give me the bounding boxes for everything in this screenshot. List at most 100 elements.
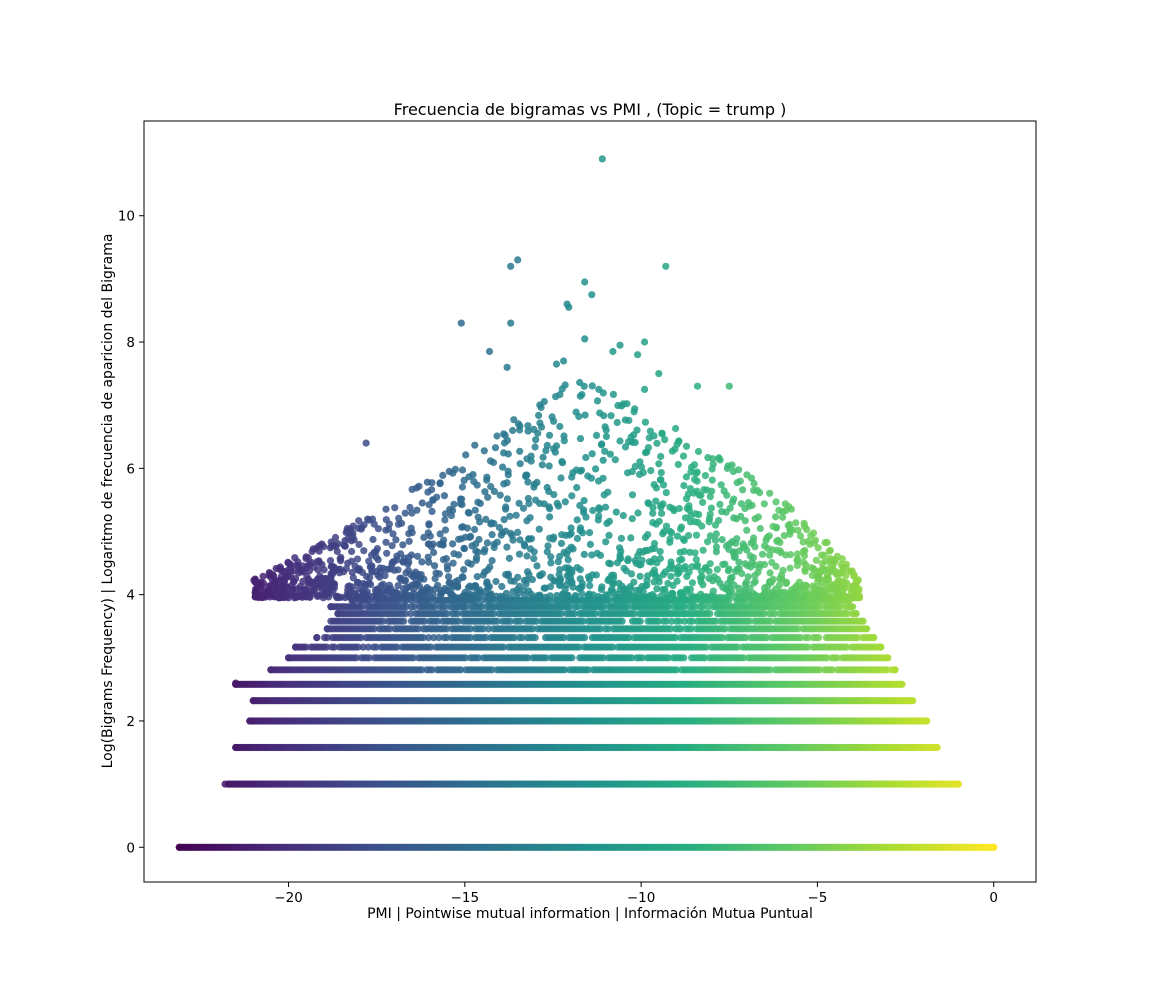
data-point bbox=[546, 583, 555, 591]
data-point bbox=[712, 530, 720, 538]
data-point bbox=[609, 643, 617, 651]
data-point bbox=[491, 444, 500, 452]
data-point bbox=[933, 743, 941, 752]
data-point bbox=[545, 462, 553, 470]
data-point bbox=[581, 634, 589, 642]
data-point bbox=[327, 603, 335, 611]
data-point bbox=[493, 432, 501, 440]
data-point bbox=[364, 643, 372, 651]
data-point bbox=[692, 531, 701, 539]
data-point bbox=[766, 489, 774, 497]
data-point bbox=[815, 634, 823, 642]
data-point bbox=[457, 666, 465, 674]
data-point bbox=[718, 634, 727, 642]
data-point bbox=[246, 717, 254, 725]
data-point bbox=[636, 617, 644, 625]
data-point bbox=[372, 643, 380, 651]
data-point bbox=[763, 634, 771, 642]
data-point bbox=[488, 666, 496, 674]
data-point bbox=[488, 531, 496, 539]
data-point bbox=[386, 625, 394, 633]
data-point bbox=[586, 529, 594, 537]
data-point bbox=[852, 610, 860, 618]
data-point bbox=[393, 643, 401, 651]
data-point bbox=[582, 453, 590, 462]
data-point bbox=[530, 555, 538, 563]
data-point bbox=[702, 643, 711, 651]
data-point bbox=[688, 579, 697, 587]
data-point bbox=[877, 643, 885, 651]
data-point bbox=[557, 539, 566, 548]
data-point bbox=[538, 461, 546, 469]
data-point bbox=[539, 453, 547, 461]
data-point bbox=[859, 617, 867, 625]
data-point bbox=[675, 437, 683, 445]
data-point bbox=[561, 666, 569, 674]
data-point bbox=[772, 513, 780, 521]
data-point bbox=[560, 634, 568, 642]
data-point bbox=[542, 654, 550, 662]
data-point bbox=[801, 567, 809, 576]
data-point bbox=[576, 435, 585, 443]
data-point bbox=[680, 654, 688, 662]
data-point bbox=[576, 575, 584, 583]
data-point bbox=[672, 424, 680, 433]
data-point bbox=[428, 666, 436, 674]
data-point bbox=[460, 566, 468, 574]
data-point bbox=[706, 610, 714, 618]
data-point bbox=[854, 634, 862, 642]
data-point bbox=[883, 666, 891, 674]
data-point bbox=[652, 497, 660, 505]
data-point bbox=[302, 643, 310, 651]
data-point bbox=[602, 538, 610, 546]
data-point bbox=[449, 540, 457, 548]
data-point bbox=[699, 498, 707, 506]
data-point bbox=[711, 521, 720, 529]
data-point bbox=[323, 634, 331, 642]
data-point bbox=[545, 503, 553, 511]
data-point bbox=[365, 654, 373, 662]
data-point bbox=[540, 584, 548, 592]
data-points bbox=[175, 155, 998, 851]
data-point bbox=[891, 666, 899, 674]
data-point bbox=[711, 536, 720, 544]
data-point bbox=[175, 843, 183, 851]
data-point bbox=[370, 625, 378, 633]
data-point bbox=[285, 654, 293, 662]
data-point bbox=[418, 666, 426, 674]
data-point bbox=[398, 519, 406, 527]
data-point bbox=[474, 654, 482, 662]
data-point bbox=[740, 654, 748, 662]
data-point bbox=[638, 654, 646, 662]
data-point bbox=[618, 617, 626, 625]
data-point bbox=[323, 625, 331, 633]
data-point bbox=[575, 643, 583, 651]
data-point bbox=[726, 504, 734, 512]
data-point bbox=[898, 680, 906, 688]
data-point bbox=[531, 634, 539, 642]
data-point bbox=[624, 557, 632, 565]
data-point bbox=[401, 509, 409, 517]
data-point bbox=[573, 534, 582, 543]
data-point bbox=[470, 477, 478, 486]
data-point bbox=[843, 643, 851, 651]
data-point bbox=[533, 562, 541, 570]
data-point bbox=[870, 634, 878, 642]
data-point bbox=[553, 499, 561, 507]
data-point bbox=[804, 643, 812, 651]
data-point bbox=[500, 643, 508, 651]
data-point bbox=[701, 654, 709, 662]
data-point bbox=[518, 634, 526, 642]
data-point bbox=[658, 509, 666, 517]
data-point bbox=[409, 654, 417, 662]
data-point bbox=[323, 643, 331, 651]
data-point bbox=[249, 697, 257, 705]
data-point bbox=[766, 666, 774, 674]
data-point bbox=[482, 634, 490, 642]
data-point bbox=[458, 466, 467, 474]
data-point bbox=[672, 634, 680, 642]
data-point bbox=[430, 634, 438, 642]
data-point bbox=[634, 509, 642, 517]
data-point bbox=[267, 666, 275, 674]
